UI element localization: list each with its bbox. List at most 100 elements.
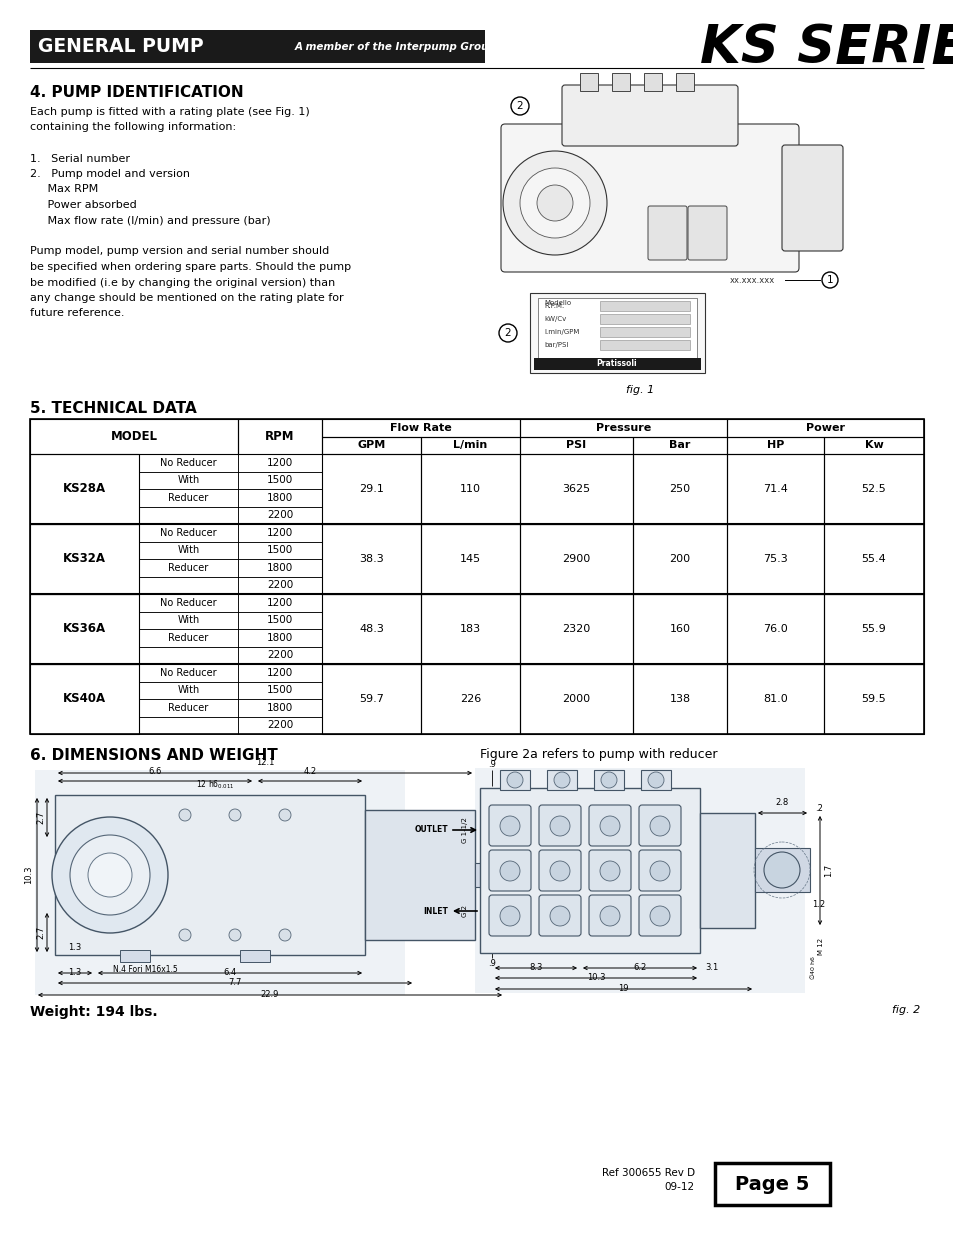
Text: MODEL: MODEL xyxy=(111,430,157,443)
Text: Max RPM: Max RPM xyxy=(30,184,98,194)
Bar xyxy=(754,848,809,892)
Bar xyxy=(499,769,530,790)
Bar xyxy=(823,524,923,594)
Bar xyxy=(530,293,704,373)
Text: containing the following information:: containing the following information: xyxy=(30,122,236,132)
Bar xyxy=(519,419,726,436)
Text: PSI: PSI xyxy=(566,440,586,451)
Bar xyxy=(322,524,420,594)
Bar xyxy=(237,489,322,506)
Bar xyxy=(519,524,633,594)
Bar xyxy=(139,664,237,682)
Text: 4.5: 4.5 xyxy=(493,832,502,846)
Text: 1.3: 1.3 xyxy=(69,968,82,977)
Bar xyxy=(237,629,322,646)
Bar xyxy=(420,436,519,454)
FancyBboxPatch shape xyxy=(639,805,680,846)
Bar xyxy=(322,664,420,734)
FancyBboxPatch shape xyxy=(489,850,531,890)
Text: With: With xyxy=(177,545,199,556)
Text: 59.5: 59.5 xyxy=(861,694,885,704)
Bar xyxy=(700,813,754,927)
Bar xyxy=(139,594,237,611)
Text: 6.2: 6.2 xyxy=(633,963,646,972)
Circle shape xyxy=(763,852,800,888)
Text: KS36A: KS36A xyxy=(63,622,106,636)
Text: Reducer: Reducer xyxy=(168,703,209,713)
Text: 2200: 2200 xyxy=(267,580,293,590)
Bar xyxy=(30,454,139,524)
Text: 52.5: 52.5 xyxy=(861,484,885,494)
Text: With: With xyxy=(177,475,199,485)
Circle shape xyxy=(649,861,669,881)
Bar xyxy=(579,73,598,91)
Text: 1500: 1500 xyxy=(267,615,293,625)
Bar xyxy=(519,594,633,664)
Text: 71.4: 71.4 xyxy=(762,484,787,494)
Circle shape xyxy=(511,98,529,115)
Text: 160: 160 xyxy=(669,624,690,634)
Text: No Reducer: No Reducer xyxy=(160,668,216,678)
FancyBboxPatch shape xyxy=(489,895,531,936)
Bar xyxy=(237,454,322,472)
Circle shape xyxy=(88,853,132,897)
Text: 2000: 2000 xyxy=(562,694,590,704)
Text: R.P.M.: R.P.M. xyxy=(543,303,563,309)
Bar xyxy=(237,594,322,611)
Bar xyxy=(237,646,322,664)
Text: 38.3: 38.3 xyxy=(358,555,383,564)
Bar xyxy=(594,769,623,790)
Text: With: With xyxy=(177,615,199,625)
Bar xyxy=(726,419,923,436)
Text: 1500: 1500 xyxy=(267,475,293,485)
Text: Pratissoli: Pratissoli xyxy=(596,359,637,368)
Bar xyxy=(365,810,475,940)
Text: .9: .9 xyxy=(488,960,496,968)
Bar xyxy=(519,436,633,454)
Circle shape xyxy=(506,772,522,788)
Bar xyxy=(823,594,923,664)
Text: fig. 2: fig. 2 xyxy=(891,1005,919,1015)
Text: 29.1: 29.1 xyxy=(358,484,383,494)
Text: 1.3: 1.3 xyxy=(69,944,82,952)
Text: 2320: 2320 xyxy=(561,624,590,634)
Text: Figure 2a refers to pump with reducer: Figure 2a refers to pump with reducer xyxy=(479,748,717,761)
Text: A member of the Interpump Group: A member of the Interpump Group xyxy=(294,42,497,52)
FancyBboxPatch shape xyxy=(687,206,726,261)
Bar xyxy=(676,73,693,91)
Bar xyxy=(823,436,923,454)
Text: L/min: L/min xyxy=(453,440,487,451)
Circle shape xyxy=(278,929,291,941)
Text: 10.3: 10.3 xyxy=(586,973,604,982)
Bar xyxy=(237,716,322,734)
Text: GPM: GPM xyxy=(357,440,385,451)
Bar xyxy=(322,436,420,454)
Bar xyxy=(599,314,689,324)
Circle shape xyxy=(649,816,669,836)
Text: any change should be mentioned on the rating plate for: any change should be mentioned on the ra… xyxy=(30,293,343,303)
Text: 2200: 2200 xyxy=(267,720,293,730)
Bar xyxy=(30,30,285,63)
Circle shape xyxy=(519,168,589,238)
Bar xyxy=(285,30,484,63)
Bar xyxy=(240,950,270,962)
Bar xyxy=(479,788,700,953)
Text: 55.9: 55.9 xyxy=(861,624,885,634)
Text: 22.9: 22.9 xyxy=(260,990,279,999)
Circle shape xyxy=(70,835,150,915)
Bar xyxy=(519,664,633,734)
Circle shape xyxy=(52,818,168,932)
Text: 2200: 2200 xyxy=(267,510,293,520)
Bar xyxy=(640,769,670,790)
Text: 7.7: 7.7 xyxy=(228,978,241,987)
Text: 2: 2 xyxy=(504,329,511,338)
Text: 2.8: 2.8 xyxy=(775,798,788,806)
Text: 1.   Serial number: 1. Serial number xyxy=(30,153,130,163)
Text: KS40A: KS40A xyxy=(63,693,106,705)
Text: 1200: 1200 xyxy=(267,458,293,468)
Bar xyxy=(139,682,237,699)
Bar xyxy=(30,594,139,664)
Circle shape xyxy=(278,809,291,821)
Text: No Reducer: No Reducer xyxy=(160,458,216,468)
Text: 1800: 1800 xyxy=(267,632,293,642)
